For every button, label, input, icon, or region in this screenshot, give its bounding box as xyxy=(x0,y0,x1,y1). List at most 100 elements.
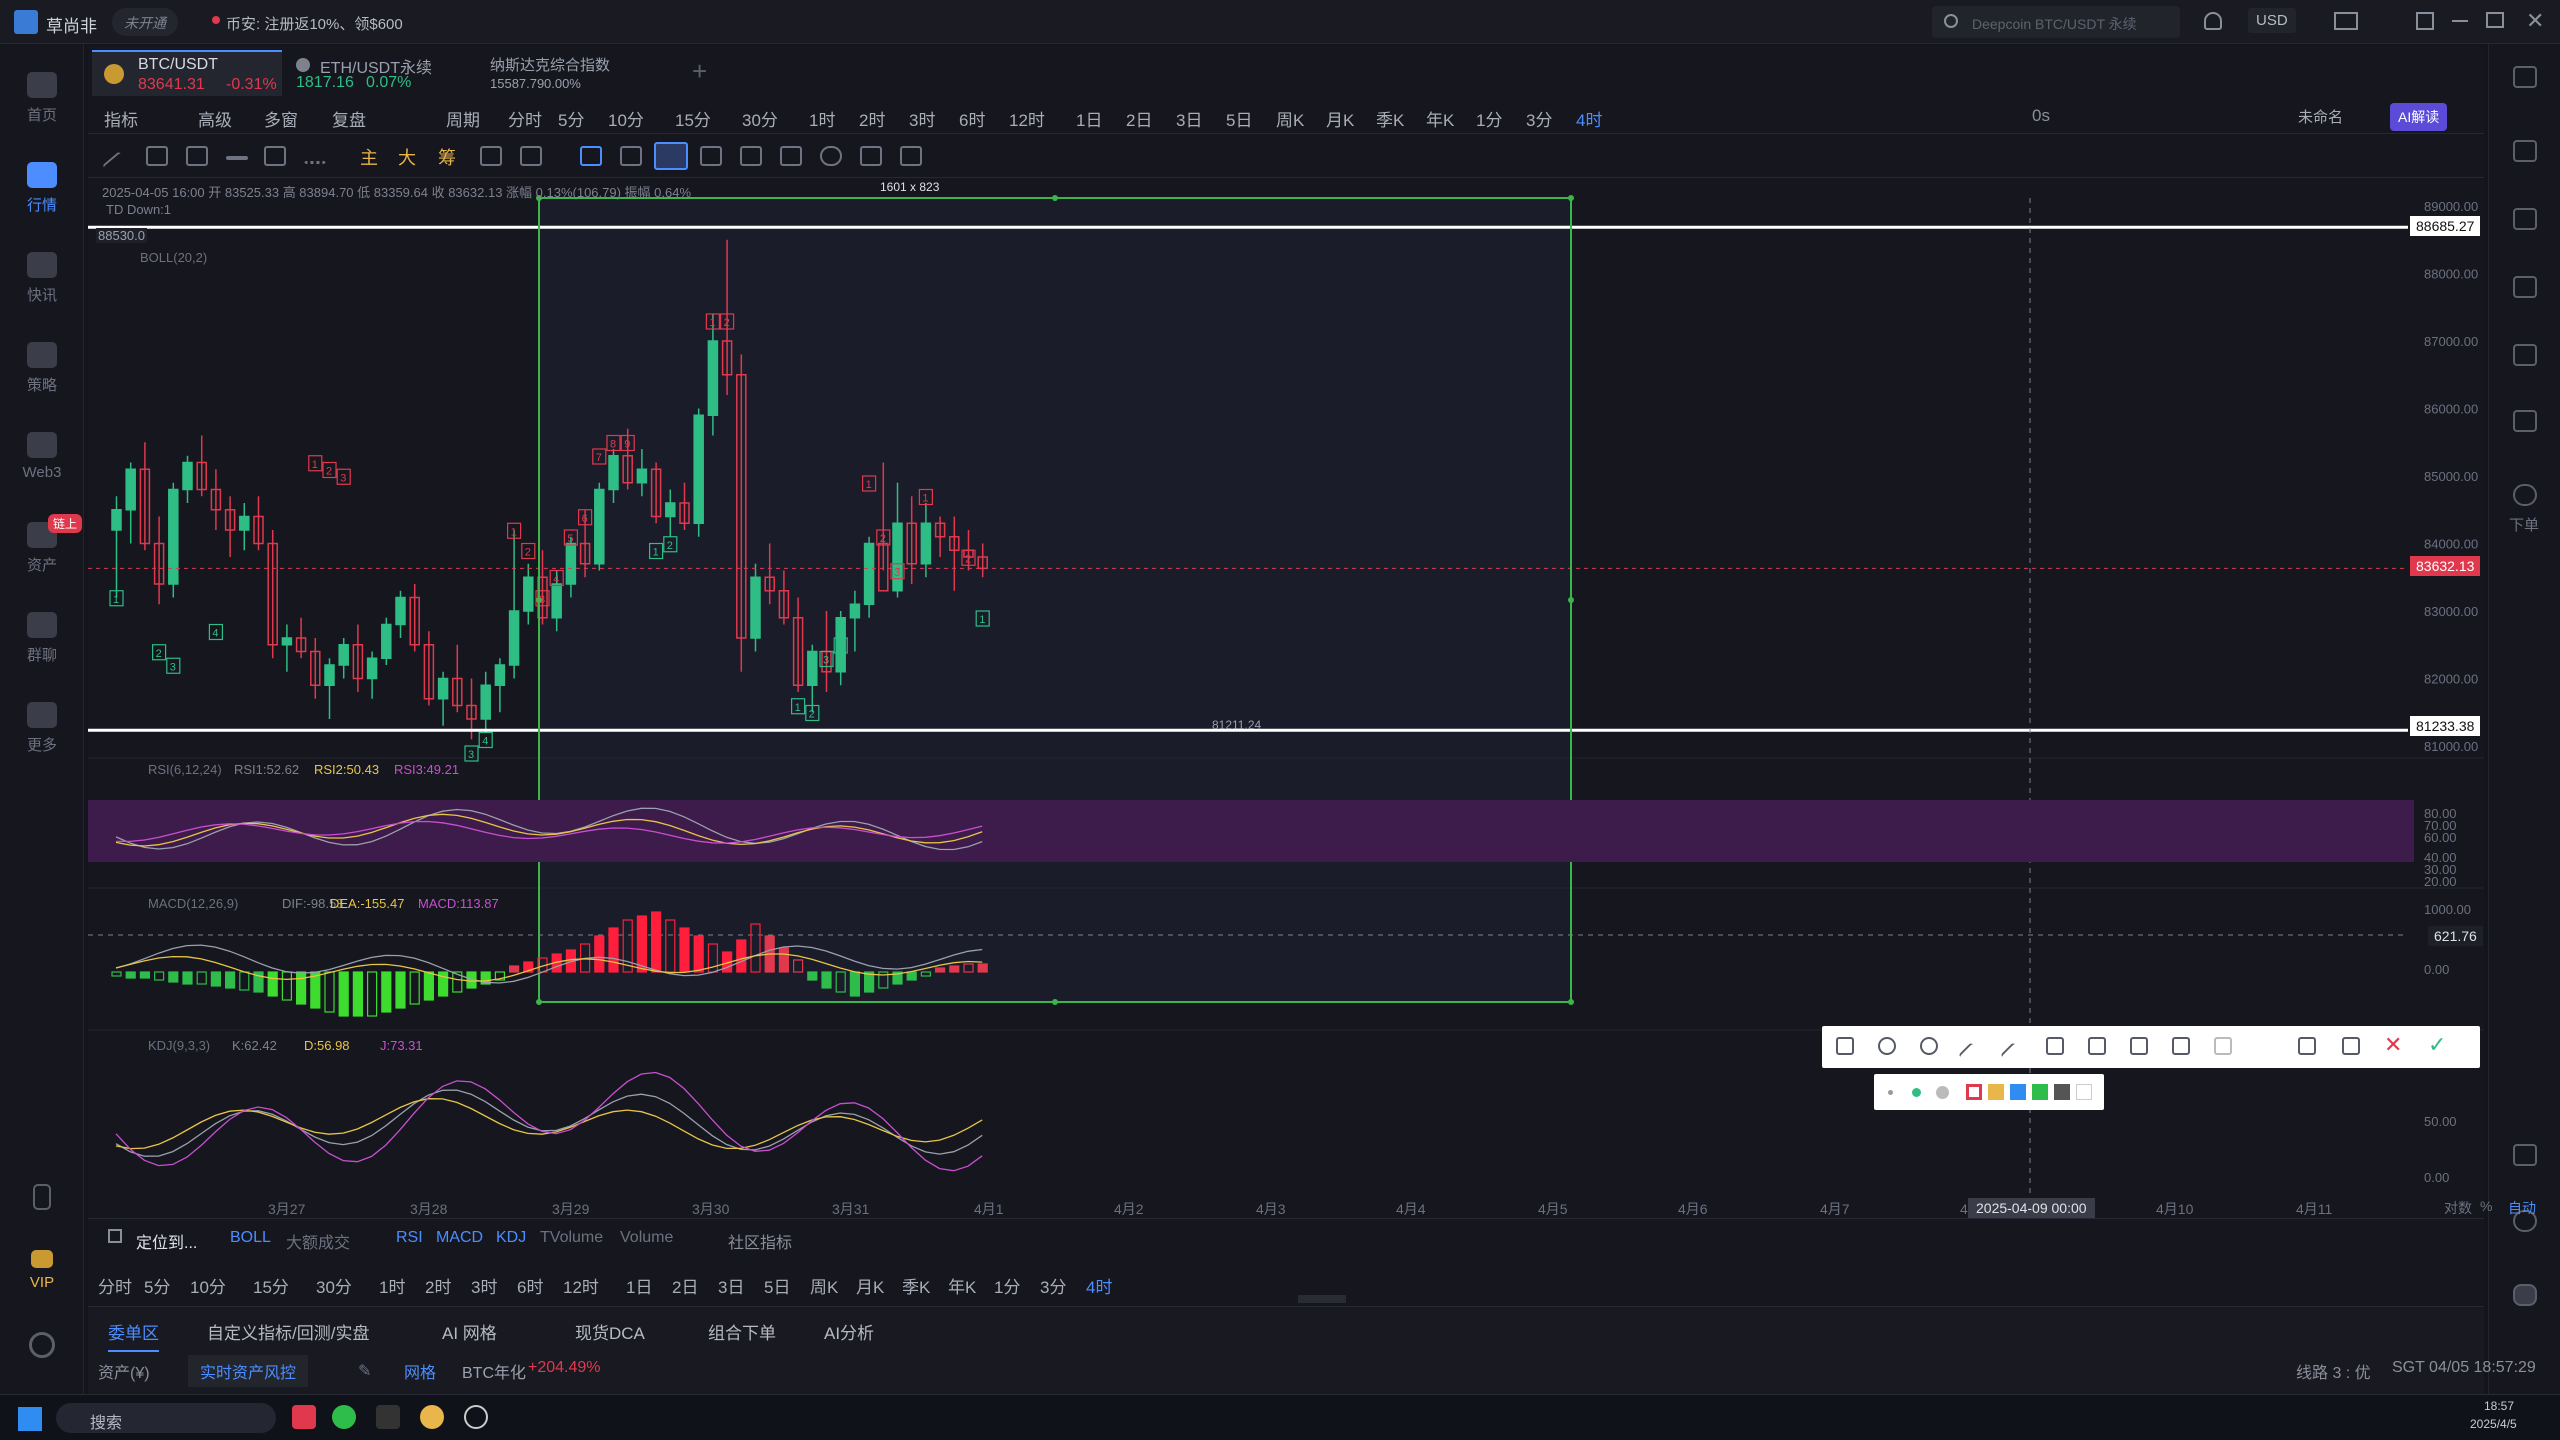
minimize-icon[interactable] xyxy=(2452,20,2468,22)
search-box[interactable]: Deepcoin BTC/USDT 永续 xyxy=(1932,6,2180,38)
rect-icon[interactable] xyxy=(1836,1037,1854,1055)
color-white[interactable] xyxy=(2076,1084,2092,1100)
timeframe-15[interactable]: 月K xyxy=(856,1278,885,1297)
sidebar-item-strategy[interactable]: 策略 xyxy=(0,342,84,395)
taskbar-search[interactable]: 搜索 xyxy=(56,1403,276,1433)
hline-tool-icon[interactable] xyxy=(226,156,248,160)
timeframe-13[interactable]: 5日 xyxy=(764,1278,791,1297)
timeframe-8[interactable]: 6时 xyxy=(959,111,986,130)
layers-icon[interactable] xyxy=(2513,410,2537,432)
indicator-boll[interactable]: BOLL xyxy=(230,1229,271,1246)
indicator-tvolume[interactable]: TVolume xyxy=(540,1229,604,1246)
close-icon[interactable]: ✕ xyxy=(2526,8,2545,33)
maximize-icon[interactable] xyxy=(2486,12,2504,28)
timeframe-15[interactable]: 月K xyxy=(1326,111,1355,130)
timeframe-12[interactable]: 3日 xyxy=(1176,111,1203,130)
edit-icon[interactable]: ✎ xyxy=(358,1363,372,1380)
bars-tool-icon[interactable] xyxy=(700,146,722,166)
percent-button[interactable]: % xyxy=(2480,1198,2493,1214)
wps-icon[interactable] xyxy=(292,1405,316,1429)
sidebar-item-more[interactable]: 更多 xyxy=(0,702,84,755)
image-tool-icon[interactable] xyxy=(780,146,802,166)
timeframe-4[interactable]: 30分 xyxy=(316,1278,352,1297)
select-tool-icon[interactable] xyxy=(580,146,602,166)
sidebar-item-mobile[interactable] xyxy=(0,1184,84,1216)
tab-nasdaq[interactable]: 纳斯达克综合指数 15587.79 0.00% xyxy=(480,50,680,96)
timeframe-20[interactable]: 4时 xyxy=(1576,111,1603,130)
lock-tool-icon[interactable] xyxy=(740,146,762,166)
color-green[interactable] xyxy=(2032,1084,2048,1100)
misc-icon[interactable] xyxy=(464,1405,488,1429)
indicator-large-trade[interactable]: 大额成交 xyxy=(286,1235,351,1252)
bottom-tab-3[interactable]: 现货DCA xyxy=(575,1324,645,1343)
timeframe-4[interactable]: 30分 xyxy=(742,111,778,130)
wechat-icon[interactable] xyxy=(332,1405,356,1429)
channel-tool-icon[interactable] xyxy=(186,146,208,166)
color-blue[interactable] xyxy=(2010,1084,2026,1100)
filter-tool-icon[interactable] xyxy=(860,146,882,166)
support-icon[interactable] xyxy=(2513,1210,2537,1232)
timeframe-3[interactable]: 15分 xyxy=(675,111,711,130)
indicator-macd[interactable]: MACD xyxy=(436,1229,484,1246)
measure-tool-icon[interactable] xyxy=(480,146,502,166)
timeframe-19[interactable]: 3分 xyxy=(1040,1278,1067,1297)
color-red[interactable] xyxy=(1966,1084,1982,1100)
timeframe-0[interactable]: 分时 xyxy=(98,1278,132,1297)
timeframe-6[interactable]: 2时 xyxy=(425,1278,452,1297)
more-tools-icon[interactable] xyxy=(304,144,326,164)
sidebar-item-vip[interactable]: VIP xyxy=(0,1250,84,1291)
timeframe-17[interactable]: 年K xyxy=(948,1278,977,1297)
cancel-icon[interactable]: ✕ xyxy=(2384,1032,2403,1057)
replay-button[interactable]: 复盘 xyxy=(332,111,366,130)
notice-banner[interactable]: 币安: 注册返10%、领$600 xyxy=(226,16,403,33)
layout-icon[interactable] xyxy=(2513,1144,2537,1166)
emoji-icon[interactable] xyxy=(1920,1037,1938,1055)
timeframe-1[interactable]: 5分 xyxy=(144,1278,171,1297)
list-icon[interactable] xyxy=(2513,140,2537,162)
trash-tool-icon[interactable] xyxy=(900,146,922,166)
size-small-icon[interactable] xyxy=(1888,1090,1893,1095)
risk-button[interactable]: 实时资产风控 xyxy=(188,1355,309,1387)
sidebar-item-settings[interactable] xyxy=(0,1332,84,1364)
eye-tool-icon[interactable] xyxy=(820,146,842,166)
currency-select[interactable]: USD xyxy=(2248,8,2296,33)
download-icon[interactable] xyxy=(2342,1037,2360,1055)
sidebar-item-web3[interactable]: Web3 xyxy=(0,432,84,481)
timeframe-17[interactable]: 年K xyxy=(1426,111,1455,130)
panel-icon[interactable] xyxy=(2513,66,2537,88)
sidebar-item-home[interactable]: 首页 xyxy=(0,72,84,125)
size-large-icon[interactable] xyxy=(1936,1086,1949,1099)
bot-icon[interactable] xyxy=(2513,1284,2537,1306)
parallel-tool-icon[interactable] xyxy=(146,146,168,166)
timeframe-2[interactable]: 10分 xyxy=(608,111,644,130)
timeframe-5[interactable]: 1时 xyxy=(379,1278,406,1297)
tab-btc-usdt[interactable]: BTC/USDT 83641.31 -0.31% xyxy=(92,50,282,96)
brush-tool-icon[interactable] xyxy=(620,146,642,166)
search-input[interactable]: Deepcoin BTC/USDT 永续 xyxy=(1972,16,2137,32)
timeframe-11[interactable]: 2日 xyxy=(1126,111,1153,130)
stats-icon[interactable] xyxy=(2513,276,2537,298)
timeframe-8[interactable]: 6时 xyxy=(517,1278,544,1297)
indicator-kdj[interactable]: KDJ xyxy=(496,1229,527,1246)
window-icon[interactable] xyxy=(2416,12,2434,30)
large-tool[interactable]: 大 xyxy=(398,148,416,168)
bottom-line-tag[interactable]: 81233.38 xyxy=(2410,716,2481,736)
layout-name[interactable]: 未命名 xyxy=(2298,109,2344,126)
mail-icon[interactable] xyxy=(2334,12,2358,30)
timeframe-7[interactable]: 3时 xyxy=(471,1278,498,1297)
indicators-button[interactable]: 指标 xyxy=(104,111,138,130)
auto-button[interactable]: 自动 xyxy=(2508,1200,2536,1216)
indicator-rsi[interactable]: RSI xyxy=(396,1229,423,1246)
ocr-icon[interactable] xyxy=(2172,1037,2190,1055)
sidebar-item-chat[interactable]: 群聊 xyxy=(0,612,84,665)
text-icon[interactable] xyxy=(2088,1037,2106,1055)
app-icon[interactable] xyxy=(376,1405,400,1429)
bottom-tab-2[interactable]: AI 网格 xyxy=(442,1324,497,1343)
mosaic-icon[interactable] xyxy=(2046,1037,2064,1055)
period-button[interactable]: 周期 xyxy=(446,111,480,130)
line-icon[interactable] xyxy=(2000,1042,2026,1068)
chart-area[interactable]: 89000.00 88000.00 87000.00 86000.00 85000.00… xyxy=(88,178,2536,1218)
timeframe-1[interactable]: 5分 xyxy=(558,111,585,130)
main-tool[interactable]: 主 xyxy=(360,148,378,168)
timeframe-13[interactable]: 5日 xyxy=(1226,111,1253,130)
